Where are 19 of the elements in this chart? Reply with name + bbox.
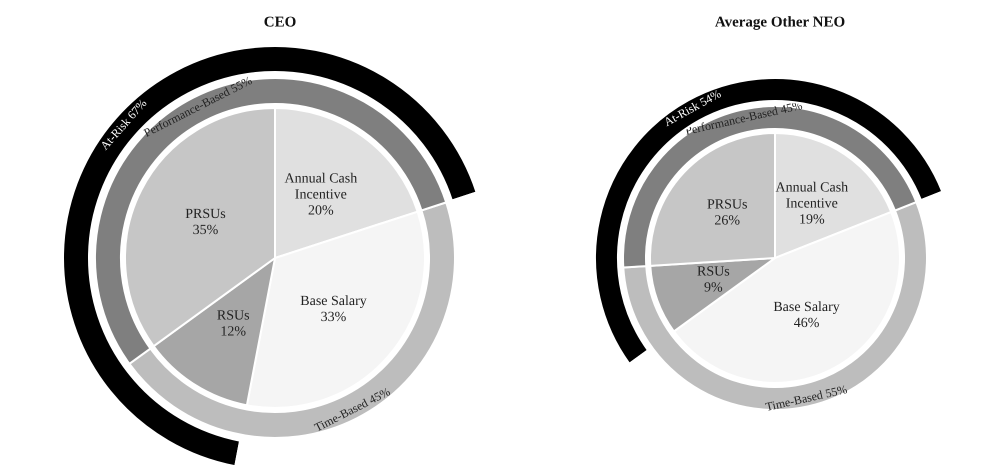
slice-label: RSUs bbox=[216, 308, 250, 324]
data-label: 35% bbox=[192, 223, 219, 238]
data-label: 33% bbox=[320, 310, 347, 326]
chart-title: CEO bbox=[264, 14, 296, 30]
data-label: 9% bbox=[704, 280, 724, 296]
chart-title: Average Other NEO bbox=[714, 14, 846, 30]
slice-label: Annual Cash Incentive bbox=[284, 171, 358, 202]
slice-label: PRSUs bbox=[707, 198, 748, 213]
slice-label: RSUs bbox=[697, 264, 730, 280]
data-label: 12% bbox=[220, 324, 246, 340]
data-label: 26% bbox=[714, 214, 740, 229]
slice-label: Annual Cash Incentive bbox=[775, 180, 848, 212]
data-label: 46% bbox=[794, 316, 820, 331]
slice-label: PRSUs bbox=[185, 207, 226, 222]
slice-label: Base Salary bbox=[300, 294, 367, 310]
slice-label: Base Salary bbox=[773, 300, 840, 315]
slice-label: Time-Based 55% bbox=[764, 382, 848, 414]
data-label: 19% bbox=[798, 212, 825, 228]
data-label: 20% bbox=[308, 203, 334, 218]
